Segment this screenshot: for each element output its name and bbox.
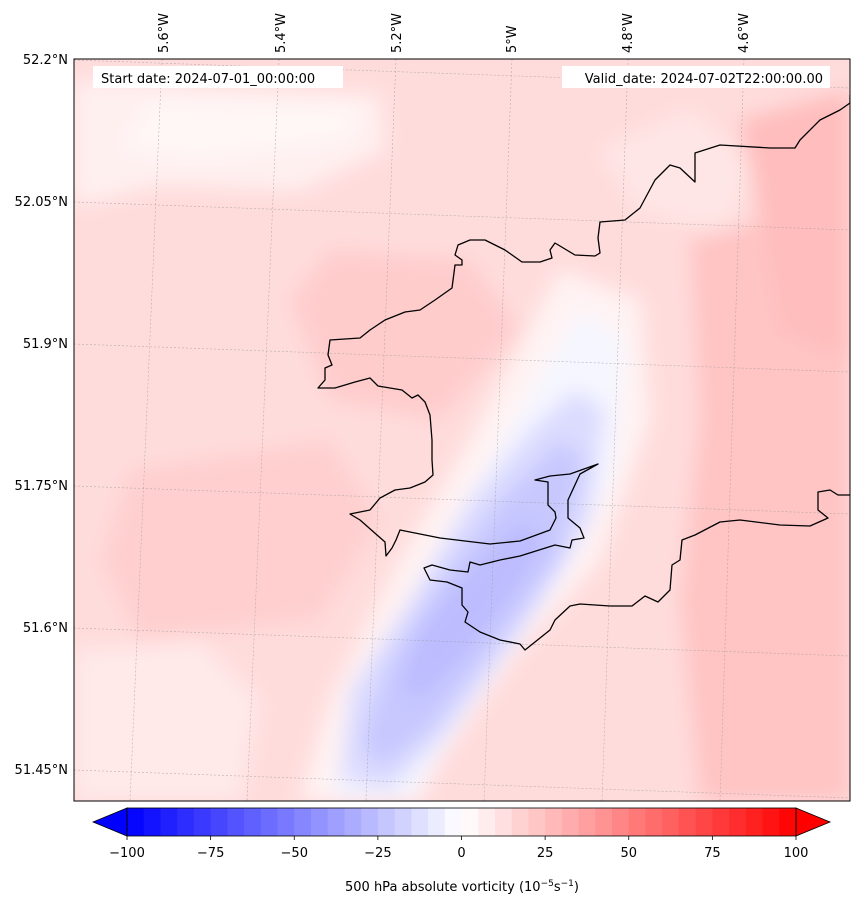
map-frame [73, 58, 851, 802]
colorbar-tick-label: 0 [457, 846, 465, 861]
graticule [74, 59, 850, 801]
colorbar-min-extend [91, 807, 128, 837]
lat-label-52.05n: 52.05°N [15, 195, 68, 210]
colorbar-cell [595, 808, 613, 836]
colorbar-cell [494, 808, 513, 836]
colorbar-cell [143, 808, 162, 836]
colorbar-tick-label: 25 [537, 846, 554, 861]
colorbar-cell [779, 808, 797, 836]
lat-label-52.2n: 52.2°N [23, 53, 68, 68]
lon-label-4.6w: 4.6°W [737, 13, 752, 53]
colorbar-cell [444, 808, 463, 836]
colorbar-tick-label: −75 [197, 846, 224, 861]
colorbar-cell [729, 808, 747, 836]
lon-label-5.4w: 5.4°W [274, 13, 289, 53]
colorbar-cell [411, 808, 429, 836]
colorbar-tick-label: 75 [704, 846, 721, 861]
valid-date-label: Valid_date: 2024-07-02T22:00:00.00 [585, 72, 823, 87]
colorbar-ticks: −100 −75 −50 −25 0 25 50 75 100 [109, 836, 808, 861]
colorbar-cell [310, 808, 329, 836]
lon-label-5.2w: 5.2°W [390, 13, 405, 53]
lat-label-51.9n: 51.9°N [23, 337, 68, 352]
start-date-label: Start date: 2024-07-01_00:00:00 [101, 72, 315, 87]
colorbar-cell [461, 808, 479, 836]
colorbar-tick-label: 100 [784, 846, 809, 861]
lon-label-5.6w: 5.6°W [157, 13, 172, 53]
start-date-box [93, 66, 343, 88]
colorbar-cell [127, 808, 145, 836]
colorbar-cell [628, 808, 647, 836]
colorbar-cell [227, 808, 245, 836]
latitude-labels: 52.2°N 52.05°N 51.9°N 51.75°N 51.6°N 51.… [15, 53, 68, 778]
lon-label-5w: 5°W [505, 25, 520, 53]
colorbar-cell [277, 808, 295, 836]
colorbar-cell [210, 808, 228, 836]
lat-label-51.6n: 51.6°N [23, 621, 68, 636]
colorbar-max-extend [795, 807, 832, 837]
colorbar-cell [645, 808, 663, 836]
colorbar-cell [344, 808, 362, 836]
vorticity-field [74, 80, 850, 801]
lat-label-51.75n: 51.75°N [15, 479, 68, 494]
colorbar-cell [745, 808, 764, 836]
longitude-labels: 5.6°W 5.4°W 5.2°W 5°W 4.8°W 4.6°W [157, 13, 752, 53]
colorbar-cell [612, 808, 630, 836]
colorbar-cell [244, 808, 262, 836]
colorbar-cell [327, 808, 346, 836]
coastline [317, 95, 850, 651]
colorbar-label: 500 hPa absolute vorticity (10−5s−1) [345, 879, 579, 895]
colorbar-cell [177, 808, 195, 836]
valid-date-box [562, 66, 830, 88]
colorbar-cells [127, 808, 797, 836]
colorbar-cell [578, 808, 596, 836]
lon-label-4.8w: 4.8°W [621, 13, 636, 53]
colorbar-cell [528, 808, 546, 836]
colorbar-tick-label: −100 [109, 846, 145, 861]
colorbar-cell [561, 808, 580, 836]
colorbar-cell [260, 808, 279, 836]
colorbar: −100 −75 −50 −25 0 25 50 75 100 500 hPa absolute… [91, 807, 832, 895]
colorbar-tick-label: −25 [364, 846, 391, 861]
lat-label-51.45n: 51.45°N [15, 763, 68, 778]
map-panel[interactable]: Start date: 2024-07-01_00:00:00 Valid_da… [74, 59, 850, 801]
colorbar-cell [478, 808, 496, 836]
colorbar-cell [193, 808, 212, 836]
colorbar-cell [361, 808, 379, 836]
colorbar-cell [377, 808, 396, 836]
colorbar-cell [294, 808, 312, 836]
colorbar-tick-label: −50 [281, 846, 308, 861]
colorbar-cell [394, 808, 412, 836]
colorbar-cell [678, 808, 697, 836]
colorbar-cell [511, 808, 530, 836]
colorbar-cell [712, 808, 730, 836]
colorbar-tick-label: 50 [620, 846, 637, 861]
colorbar-cell [695, 808, 713, 836]
colorbar-cell [428, 808, 446, 836]
colorbar-cell [545, 808, 563, 836]
colorbar-cell [662, 808, 680, 836]
colorbar-cell [762, 808, 780, 836]
colorbar-cell [160, 808, 178, 836]
